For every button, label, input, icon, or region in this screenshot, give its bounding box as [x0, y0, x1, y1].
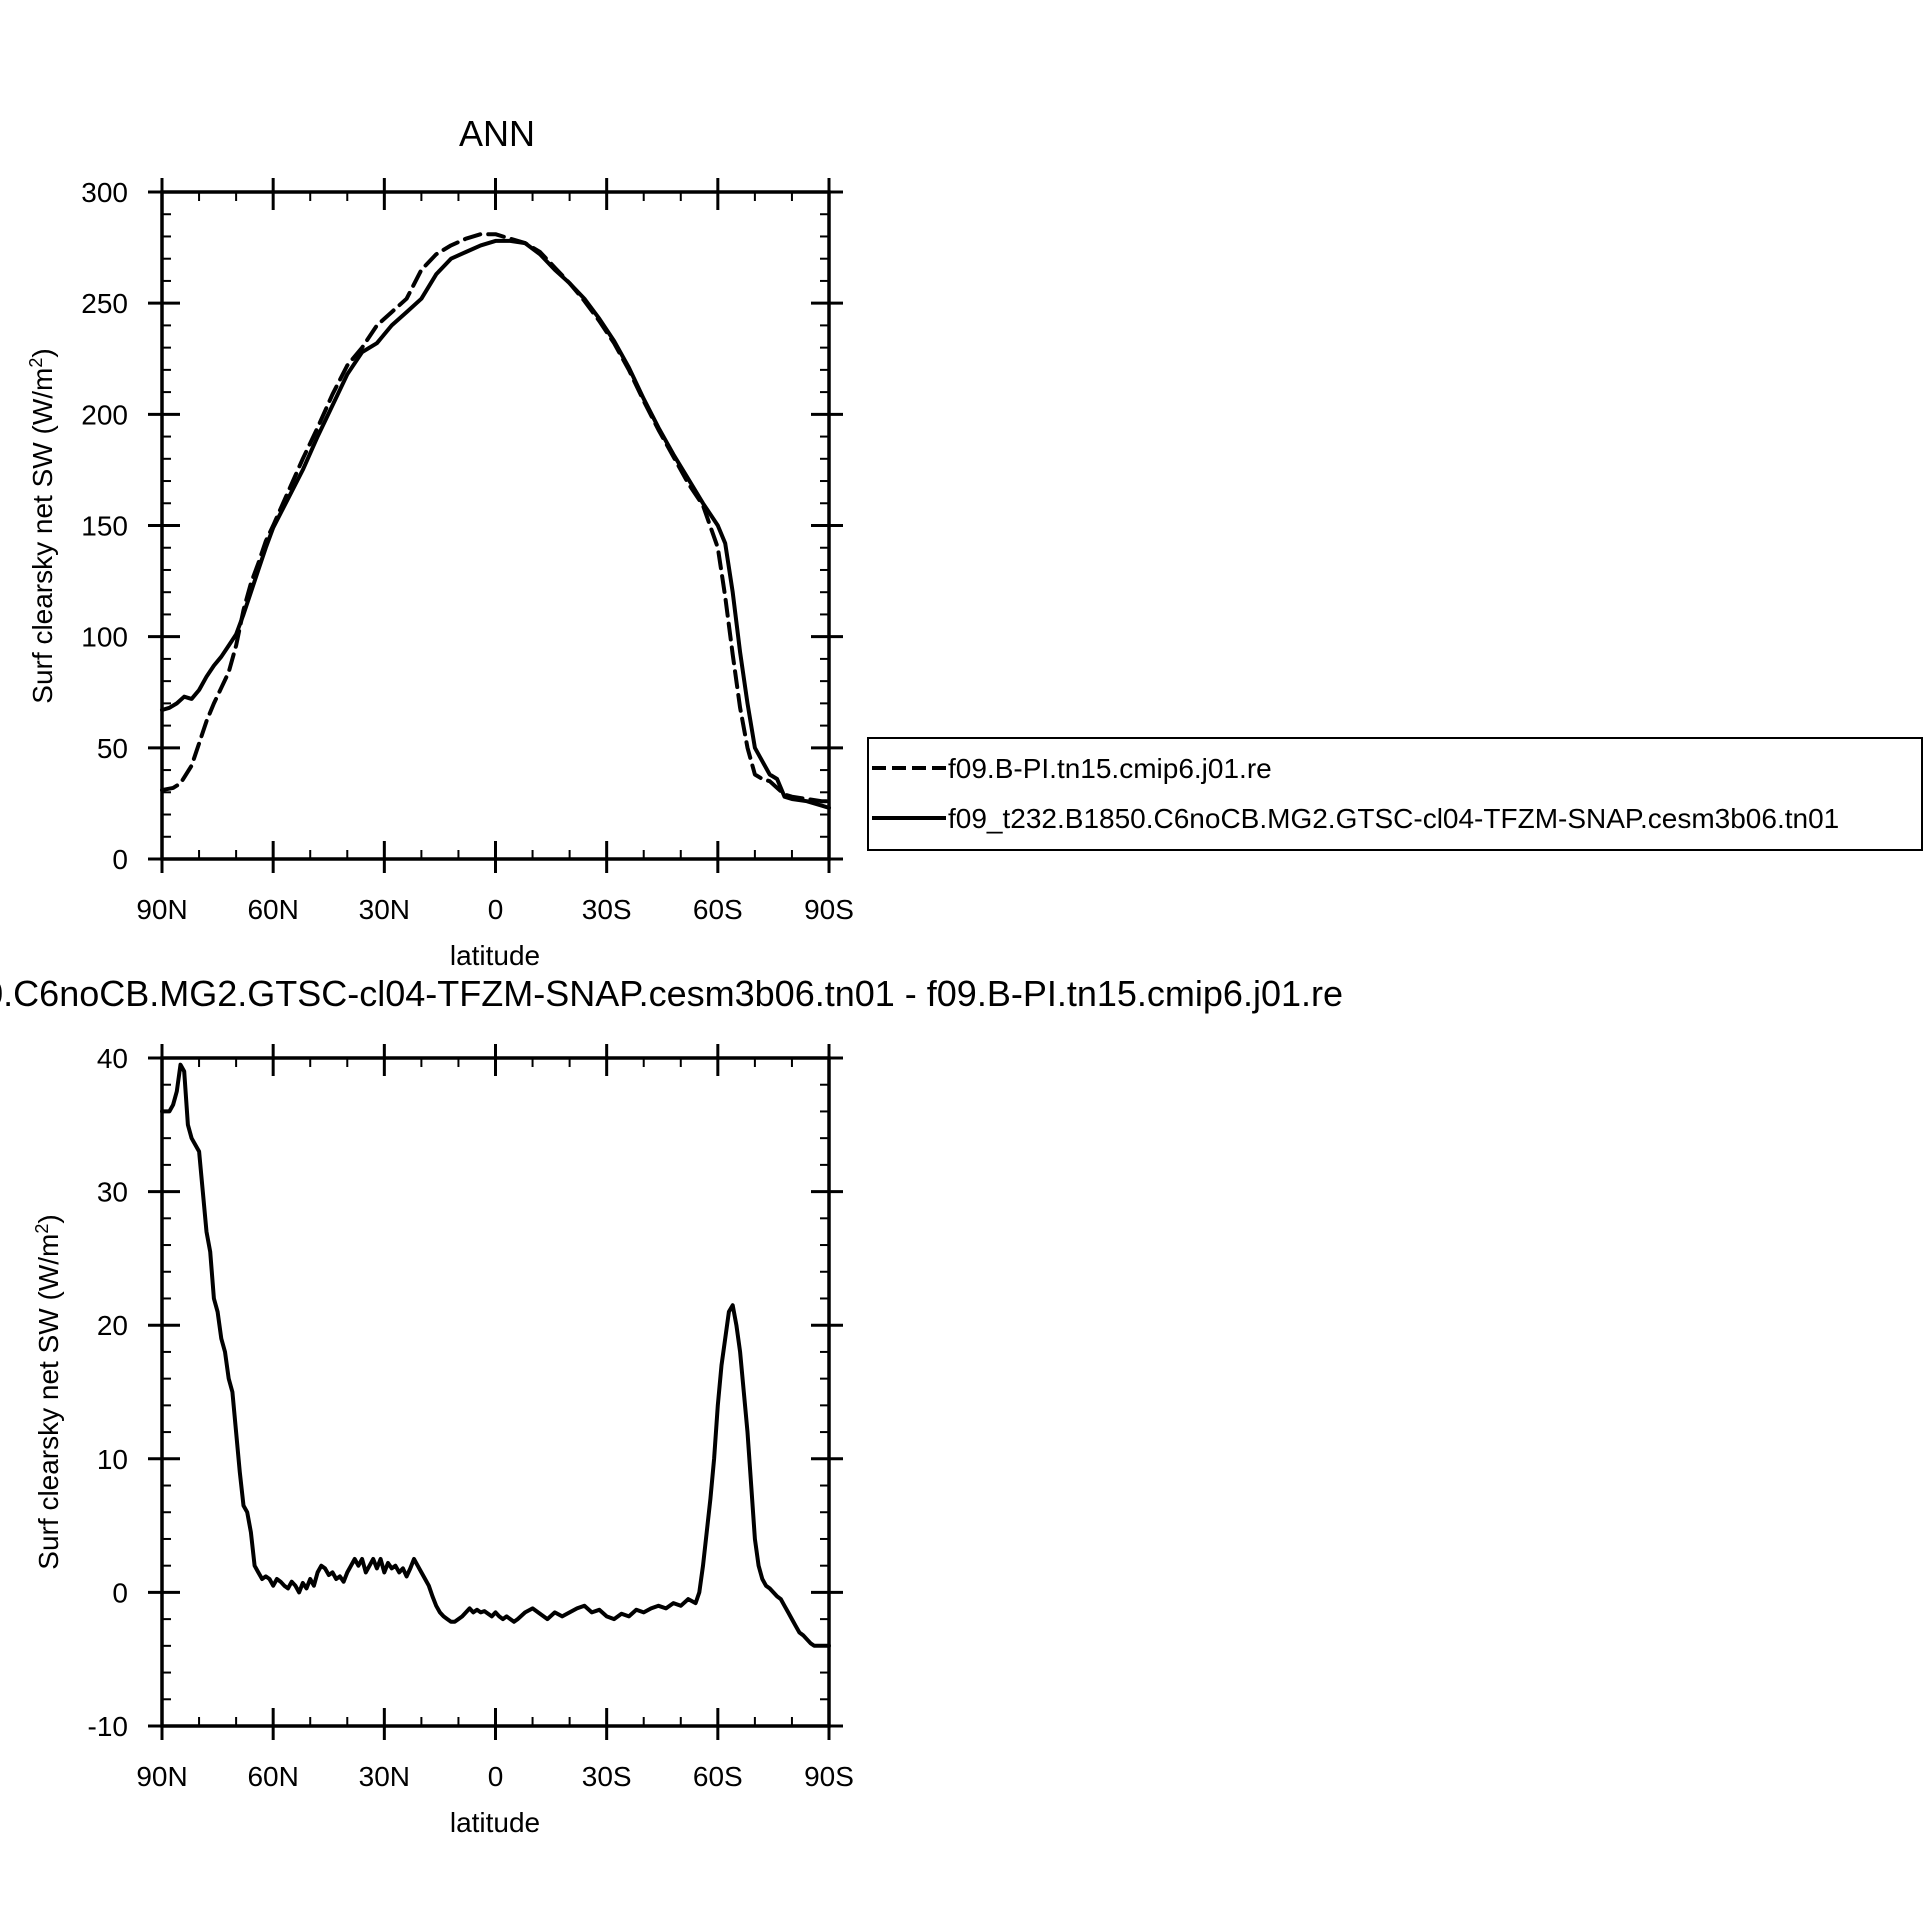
- legend: f09.B-PI.tn15.cmip6.j01.re f09_t232.B185…: [867, 737, 1923, 851]
- x-axis-label: latitude: [450, 1807, 540, 1838]
- y-tick-label: 30: [97, 1177, 128, 1208]
- series-line-dashed: [160, 232, 831, 804]
- y-tick-label: 20: [97, 1310, 128, 1341]
- x-tick-label: 30S: [582, 1761, 632, 1792]
- tick-labels: 0 50 100 150 200 250 300 90N 60N 30N 0 30S 60S 90S: [81, 177, 854, 925]
- y-axis-label: Surf clearsky net SW (W/m2): [32, 1214, 64, 1569]
- y-axis-label: Surf clearsky net SW (W/m2): [26, 348, 58, 703]
- x-tick-label: 90N: [136, 894, 187, 925]
- x-tick-label: 90S: [804, 1761, 854, 1792]
- y-tick-label: 40: [97, 1043, 128, 1074]
- panel-difference: f09_t232.B1850.C6noCB.MG2.GTSC-cl04-TFZM…: [0, 973, 1343, 1838]
- plot-frame: [160, 1056, 831, 1728]
- x-tick-label: 90S: [804, 894, 854, 925]
- y-tick-label: 150: [81, 511, 128, 542]
- x-tick-label: 30N: [359, 894, 410, 925]
- series-line-solid: [160, 1062, 831, 1648]
- y-tick-label: 50: [97, 733, 128, 764]
- y-tick-label: -10: [88, 1711, 128, 1742]
- y-tick-label: 100: [81, 622, 128, 653]
- x-tick-label: 90N: [136, 1761, 187, 1792]
- chart-title: f09_t232.B1850.C6noCB.MG2.GTSC-cl04-TFZM…: [0, 973, 1343, 1014]
- x-axis-label: latitude: [450, 940, 540, 971]
- y-tick-label: 300: [81, 177, 128, 208]
- x-tick-label: 30N: [359, 1761, 410, 1792]
- series-line-solid: [160, 238, 831, 810]
- panel-annual: ANN 0 50 100 150 200 250 300 90N 60N 30N 0 30S 60S 90…: [26, 113, 1923, 971]
- legend-entry-solid: f09_t232.B1850.C6noCB.MG2.GTSC-cl04-TFZM…: [948, 803, 1839, 834]
- x-tick-label: 60S: [693, 1761, 743, 1792]
- x-tick-label: 60N: [247, 1761, 298, 1792]
- x-tick-label: 0: [488, 1761, 504, 1792]
- x-tick-label: 60S: [693, 894, 743, 925]
- plot-frame: [160, 190, 831, 861]
- x-tick-label: 30S: [582, 894, 632, 925]
- y-tick-label: 200: [81, 399, 128, 430]
- axis-ticks: [148, 178, 843, 873]
- x-tick-label: 0: [488, 894, 504, 925]
- y-tick-label: 0: [112, 1577, 128, 1608]
- series-layer: [160, 1062, 831, 1648]
- chart-title: ANN: [459, 113, 535, 154]
- y-tick-label: 250: [81, 288, 128, 319]
- tick-labels: -10 0 10 20 30 40 90N 60N 30N 0 30S 60S 90S: [88, 1043, 854, 1792]
- series-layer: [160, 232, 831, 810]
- legend-box: [867, 737, 1923, 851]
- axis-ticks: [148, 1044, 843, 1740]
- y-tick-label: 0: [112, 844, 128, 875]
- legend-entry-dashed: f09.B-PI.tn15.cmip6.j01.re: [948, 753, 1272, 784]
- x-tick-label: 60N: [247, 894, 298, 925]
- y-tick-label: 10: [97, 1444, 128, 1475]
